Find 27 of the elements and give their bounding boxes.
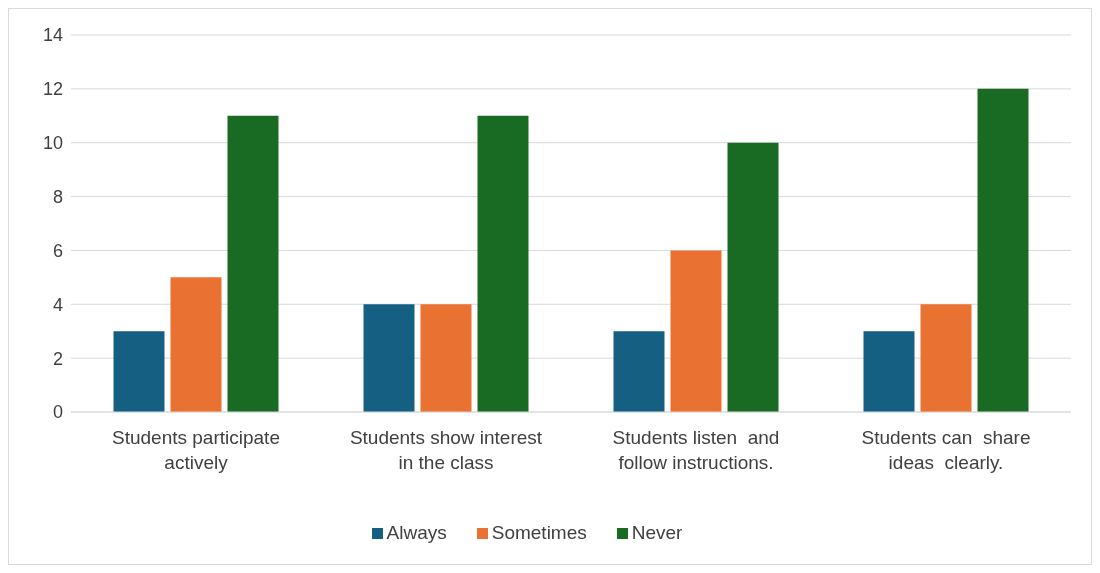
y-tick-label: 8: [52, 186, 63, 207]
legend-label: Always: [386, 522, 447, 543]
y-tick-label: 14: [42, 25, 63, 46]
x-tick-label: Students can share ideas clearly.: [861, 427, 1031, 473]
y-tick-label: 6: [52, 240, 63, 261]
bar: [863, 331, 915, 412]
bar: [727, 142, 779, 412]
y-tick-label: 2: [52, 348, 63, 369]
bar: [670, 250, 722, 412]
bar: [920, 304, 972, 412]
bar: [363, 304, 415, 412]
bar: [477, 115, 529, 412]
bar: [977, 88, 1029, 412]
y-tick-label: 10: [42, 133, 63, 154]
x-tick-label: Students participate actively: [112, 427, 280, 473]
bar: [170, 277, 222, 412]
y-tick-label: 0: [52, 402, 63, 423]
x-tick-label: Students show interest in the class: [349, 427, 543, 473]
bar: [113, 331, 165, 412]
legend-label: Never: [631, 522, 683, 543]
y-tick-label: 4: [52, 294, 63, 315]
x-tick-label: Students listen and follow instructions.: [612, 427, 780, 473]
bar: [227, 115, 279, 412]
y-tick-label: 12: [42, 79, 63, 100]
bar: [420, 304, 472, 412]
bar: [613, 331, 665, 412]
legend-label: Sometimes: [491, 522, 587, 543]
